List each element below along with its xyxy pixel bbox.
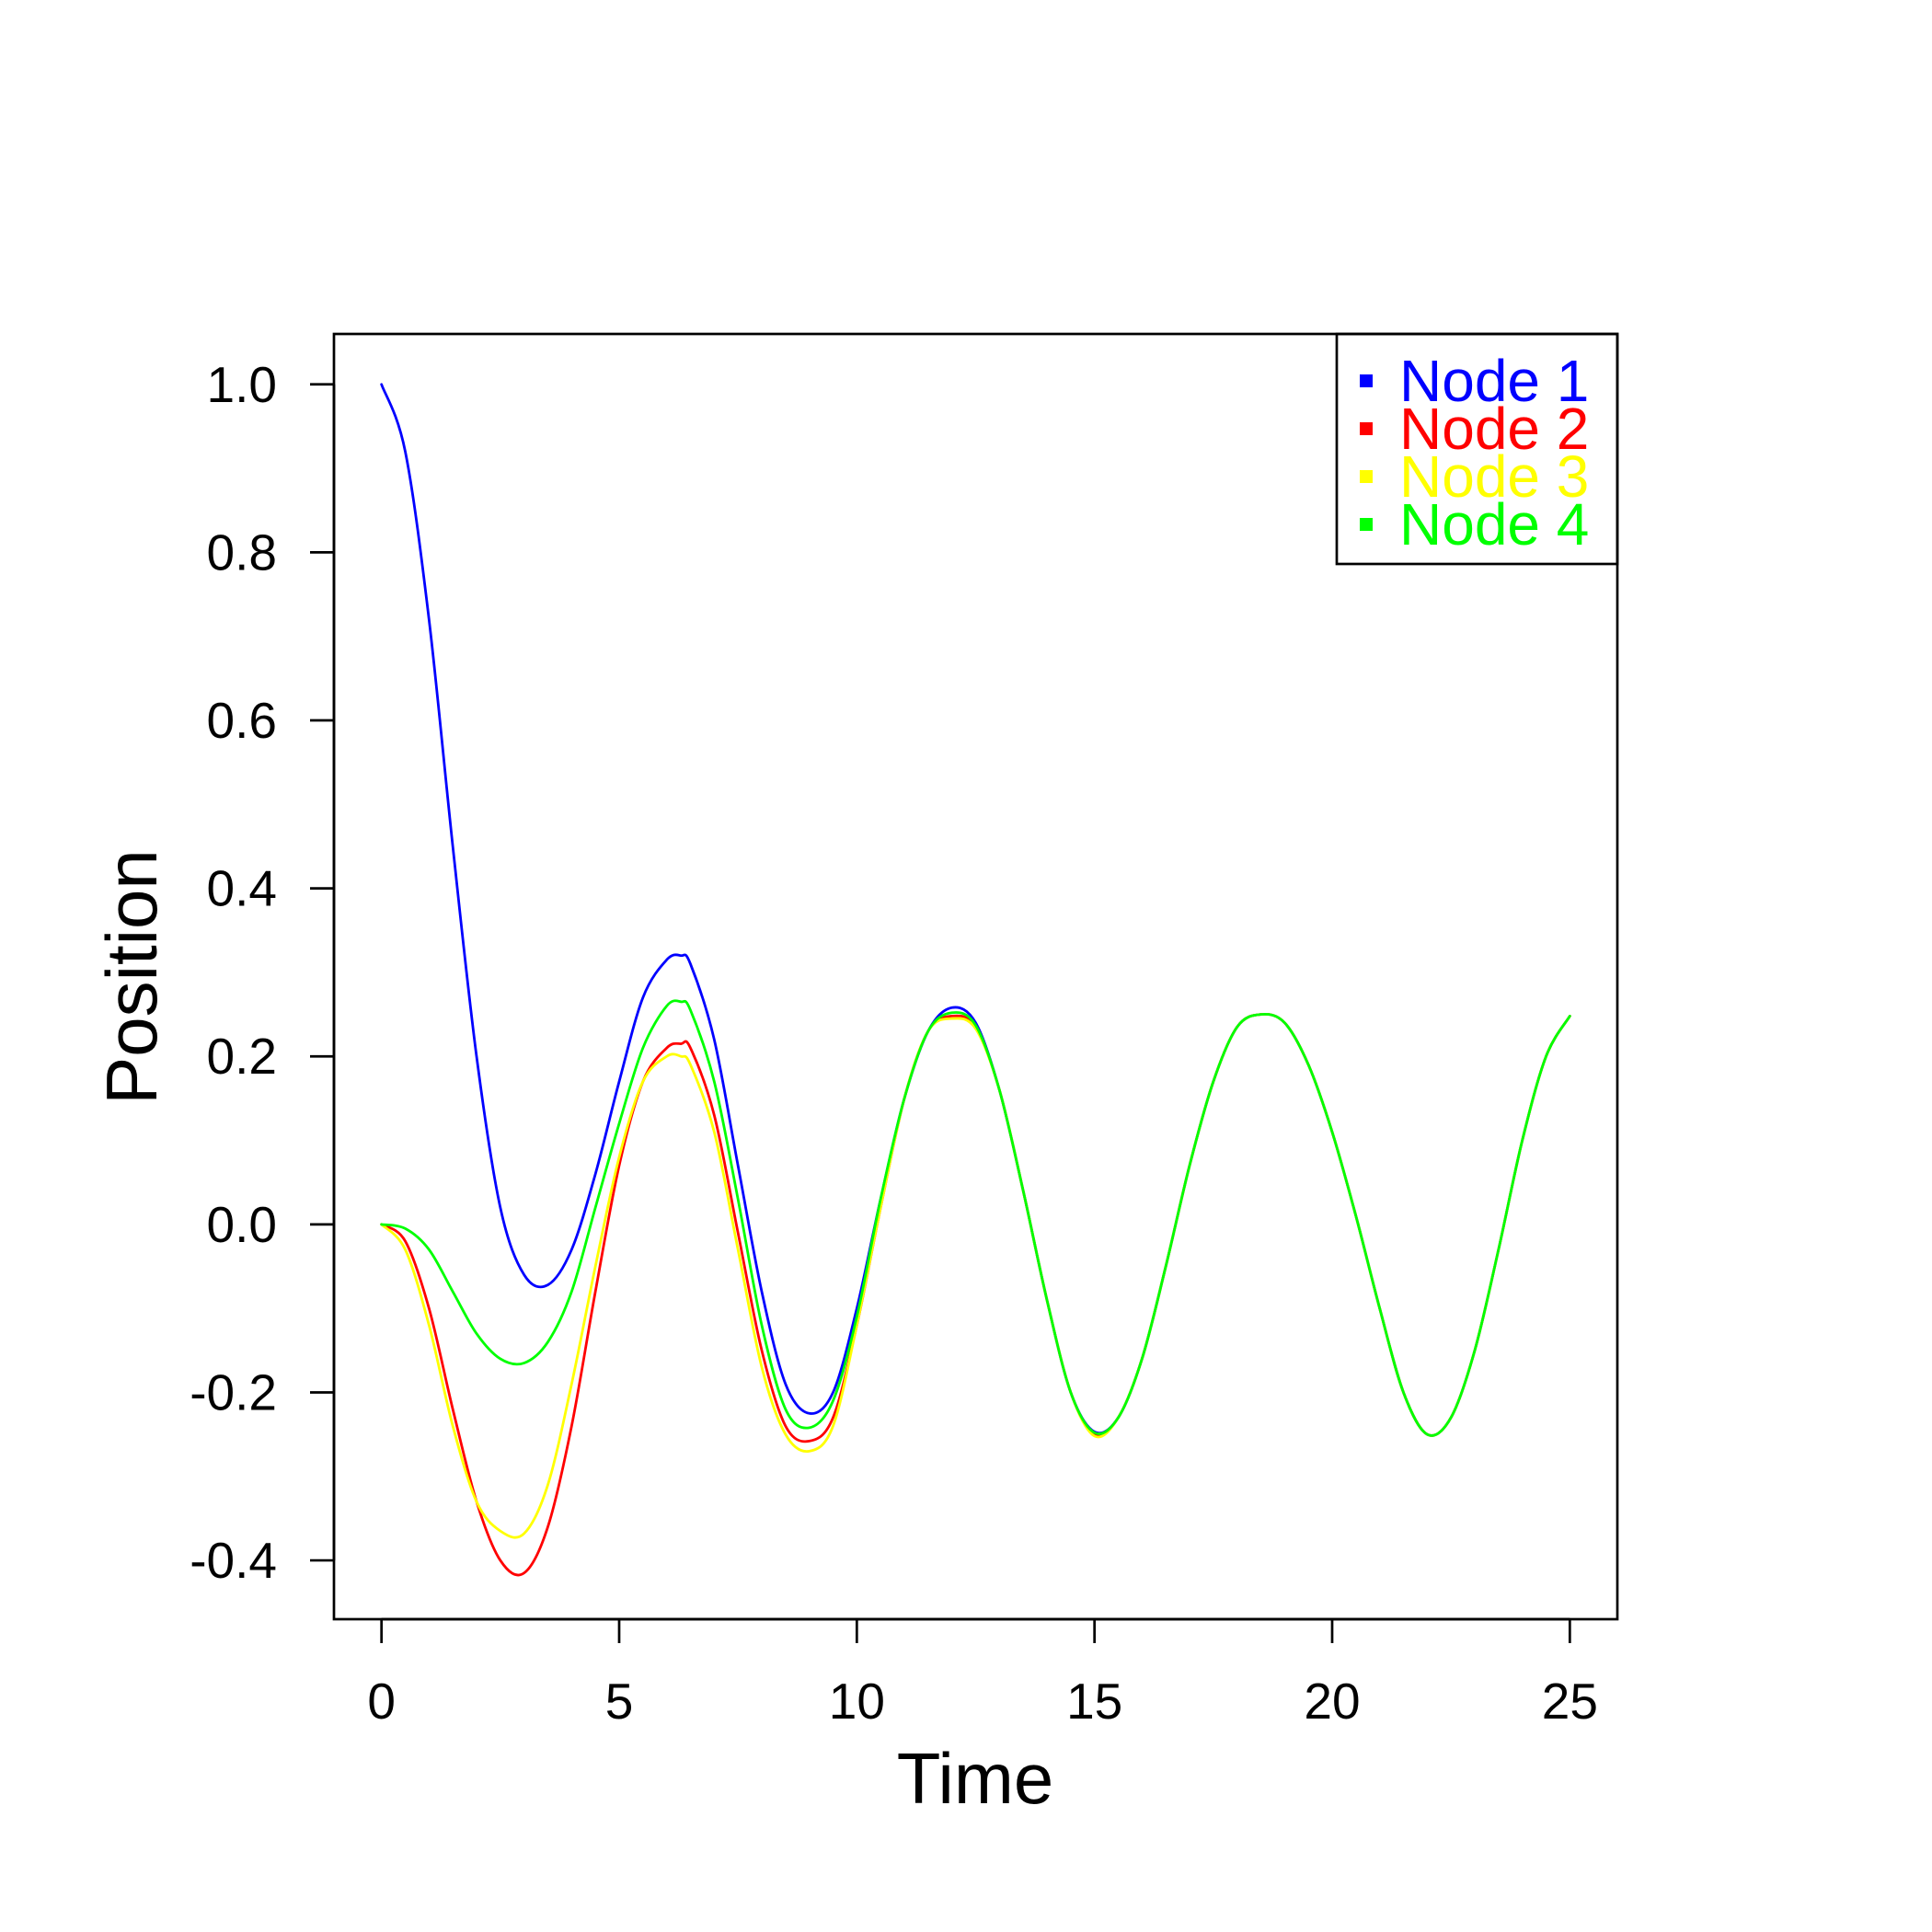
y-tick-label: 0.0 <box>207 1196 277 1253</box>
series-lines <box>380 383 1571 1577</box>
legend-label-1: Node 1 <box>1399 348 1589 414</box>
y-tick-label: 1.0 <box>207 356 277 413</box>
x-tick-label: 20 <box>1304 1673 1360 1730</box>
legend-label-3: Node 3 <box>1399 443 1589 510</box>
legend-label-2: Node 2 <box>1399 396 1589 462</box>
y-axis-title: Position <box>91 849 172 1105</box>
legend-swatch-1 <box>1360 374 1373 387</box>
x-tick-label: 10 <box>829 1673 885 1730</box>
y-tick-label: -0.4 <box>190 1532 277 1589</box>
y-tick-label: 0.2 <box>207 1028 277 1085</box>
legend-frame <box>1335 332 1619 566</box>
legend-label-4: Node 4 <box>1399 491 1589 558</box>
legend-swatch-4 <box>1360 518 1373 531</box>
x-tick-label: 0 <box>367 1673 396 1730</box>
x-tick-label: 5 <box>605 1673 634 1730</box>
series-line-2 <box>380 1012 1571 1577</box>
series-line-4 <box>380 999 1571 1437</box>
x-tick-label: 25 <box>1542 1673 1598 1730</box>
y-axis: -0.4 -0.2 0.0 0.2 0.4 0.6 0.8 1.0 <box>190 356 336 1589</box>
y-tick-label: 0.6 <box>207 692 277 749</box>
y-tick-label: -0.2 <box>190 1363 277 1420</box>
series-line-1 <box>380 383 1571 1437</box>
y-tick-label: 0.8 <box>207 523 277 581</box>
legend-swatch-2 <box>1360 422 1373 435</box>
x-axis-title: Time <box>897 1738 1053 1819</box>
series-line-3 <box>380 1012 1571 1539</box>
legend-swatch-3 <box>1360 470 1373 483</box>
y-tick-label: 0.4 <box>207 860 277 917</box>
x-axis: 0 5 10 15 20 25 <box>367 1617 1598 1730</box>
x-tick-label: 15 <box>1066 1673 1122 1730</box>
